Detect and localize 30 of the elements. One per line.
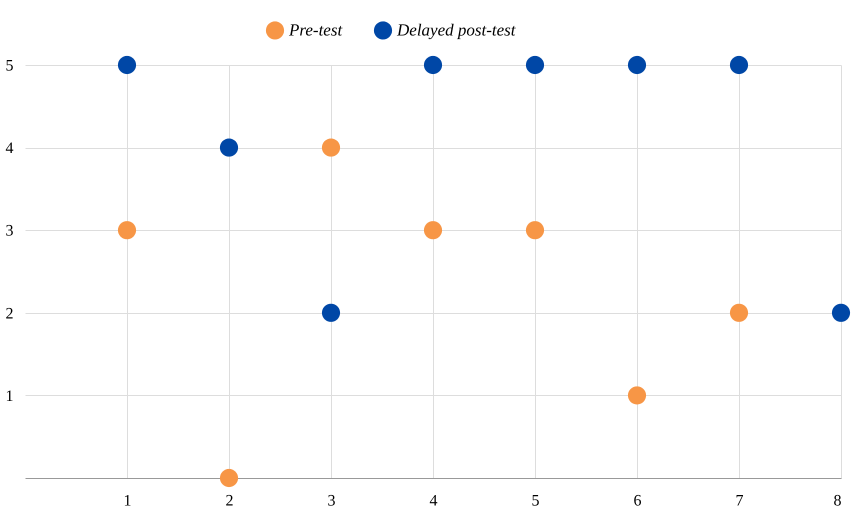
point (322, 138, 340, 157)
y-tick-label: 2 (6, 305, 14, 322)
point (220, 468, 238, 488)
point (628, 386, 646, 404)
x-tick-label: 8 (834, 492, 842, 510)
point (424, 221, 442, 240)
y-tick-label: 3 (6, 222, 14, 240)
point (322, 304, 340, 322)
x-tick-label: 2 (226, 492, 234, 510)
x-tick-label: 4 (430, 492, 438, 510)
y-tick-label: 1 (6, 388, 14, 405)
legend-label: Delayed post-test (396, 20, 517, 40)
x-tick-label: 6 (634, 492, 642, 510)
point (832, 304, 850, 322)
point (220, 138, 238, 157)
point (526, 56, 544, 74)
x-tick-label: 3 (328, 492, 336, 510)
x-tick-label: 5 (532, 492, 540, 510)
point (118, 221, 136, 240)
x-tick-label: 7 (736, 492, 744, 510)
legend-label: Pre-test (288, 20, 344, 40)
point (730, 56, 748, 74)
point (424, 56, 442, 74)
point (526, 221, 544, 240)
point (628, 56, 646, 74)
y-tick-label: 5 (6, 58, 14, 74)
x-tick-label: 1 (124, 492, 132, 510)
point (730, 304, 748, 322)
y-tick-label: 4 (6, 140, 14, 158)
point (118, 56, 136, 74)
